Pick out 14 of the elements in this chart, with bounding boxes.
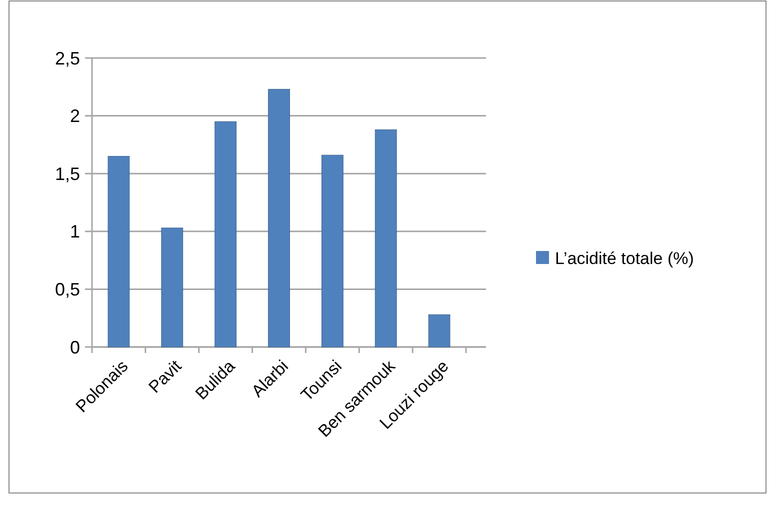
bar (214, 121, 237, 348)
bar (161, 228, 184, 348)
y-tick-label: 1 (70, 222, 80, 242)
y-tick-label: 0 (70, 337, 80, 358)
y-tick-label: 2,5 (54, 48, 80, 68)
bar (428, 314, 450, 348)
bar (321, 154, 344, 348)
bar (268, 88, 290, 348)
bar (108, 156, 130, 348)
bar (374, 129, 397, 348)
y-tick-label: 0,5 (54, 280, 80, 300)
y-tick-label: 1,5 (54, 164, 80, 184)
y-tick-label: 2 (70, 106, 80, 126)
legend-label: L’acidité totale (%) (555, 248, 694, 268)
